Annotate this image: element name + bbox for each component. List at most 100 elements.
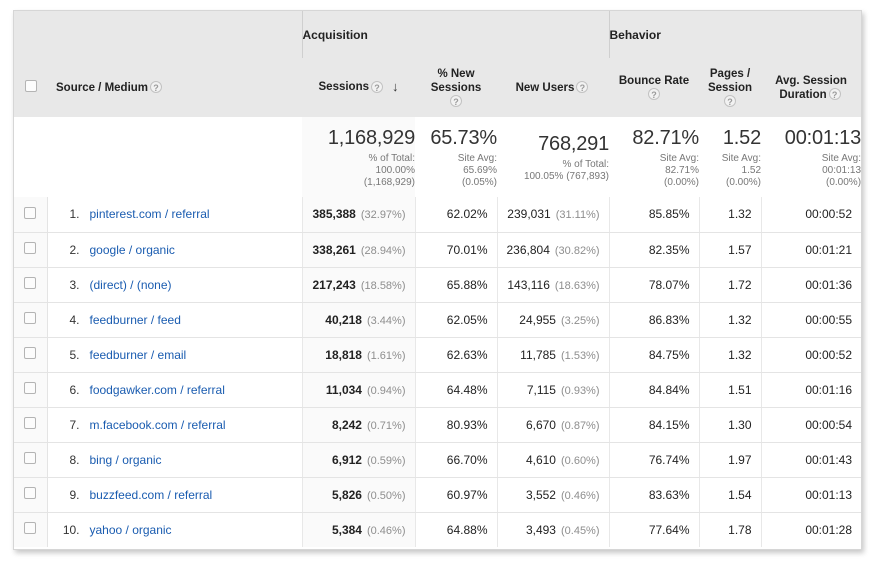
column-header-avg-session-duration[interactable]: Avg. Session Duration?	[761, 58, 861, 117]
new-users-value: 7,115	[526, 382, 556, 397]
summary-sessions: 1,168,929 % of Total: 100.00% (1,168,929…	[302, 117, 415, 197]
sessions-value: 385,388	[312, 207, 356, 222]
row-index: 10.	[62, 522, 80, 537]
sessions-percent: (1.61%)	[366, 349, 406, 362]
row-pages-session-cell: 1.51	[698, 372, 762, 408]
source-medium-link[interactable]: yahoo / organic	[89, 522, 172, 537]
column-label-pct-new-sessions: % New Sessions	[430, 67, 482, 94]
help-icon[interactable]: ?	[724, 95, 737, 108]
sort-descending-icon[interactable]: ↓	[392, 79, 399, 95]
summary-line: % of Total:	[562, 158, 610, 170]
group-header-acquisition: Acquisition	[301, 11, 610, 58]
help-icon[interactable]: ?	[576, 81, 589, 94]
group-label-behavior: Behavior	[609, 27, 661, 42]
sessions-percent: (0.94%)	[366, 384, 406, 397]
row-index: 3.	[69, 277, 80, 292]
row-checkbox[interactable]	[24, 417, 37, 429]
sessions-value: 8,242	[331, 417, 362, 432]
row-checkbox-cell[interactable]	[14, 442, 48, 478]
sessions-value: 40,218	[325, 312, 362, 327]
new-users-percent: (3.25%)	[560, 314, 600, 327]
row-bounce-rate-cell: 84.75%	[608, 337, 700, 373]
source-medium-link[interactable]: foodgawker.com / referral	[89, 382, 225, 397]
row-index: 9.	[69, 487, 80, 502]
pct-new-sessions-value: 62.02%	[446, 207, 488, 222]
sessions-value: 5,384	[331, 522, 362, 537]
summary-duration-sub: Site Avg: 00:01:13 (0.00%)	[761, 153, 861, 189]
source-medium-link[interactable]: buzzfeed.com / referral	[89, 487, 213, 502]
source-medium-link[interactable]: google / organic	[89, 242, 175, 257]
row-pages-session-cell: 1.32	[698, 197, 762, 233]
source-medium-link[interactable]: feedburner / feed	[89, 312, 181, 327]
pages-session-value: 1.54	[728, 487, 752, 502]
pct-new-sessions-value: 64.48%	[446, 382, 488, 397]
source-medium-link[interactable]: feedburner / email	[89, 347, 187, 362]
source-medium-link[interactable]: bing / organic	[89, 452, 162, 467]
select-all-checkbox[interactable]	[24, 79, 37, 92]
row-checkbox[interactable]	[24, 206, 37, 219]
row-sessions-cell: 5,384 (0.46%)	[301, 512, 415, 547]
row-checkbox-cell[interactable]	[14, 302, 48, 338]
pages-session-value: 1.57	[728, 242, 752, 257]
row-bounce-rate-cell: 83.63%	[608, 477, 700, 513]
row-sessions-cell: 40,218 (3.44%)	[301, 302, 415, 338]
row-checkbox-cell[interactable]	[14, 477, 48, 513]
row-checkbox[interactable]	[24, 242, 37, 254]
column-header-new-users[interactable]: New Users?	[497, 58, 610, 117]
column-header-sessions[interactable]: Sessions? ↓	[302, 58, 415, 117]
pct-new-sessions-value: 64.88%	[446, 522, 488, 537]
row-checkbox[interactable]	[24, 487, 37, 499]
row-checkbox-cell[interactable]	[14, 372, 48, 408]
row-checkbox[interactable]	[24, 312, 37, 324]
row-checkbox[interactable]	[24, 522, 37, 535]
row-source-medium-cell: 9. buzzfeed.com / referral	[47, 477, 302, 513]
new-users-percent: (18.63%)	[554, 279, 600, 292]
table-row: 7. m.facebook.com / referral 8,242 (0.71%) 8…	[14, 407, 861, 443]
row-checkbox[interactable]	[24, 382, 37, 394]
sessions-value: 217,243	[312, 277, 356, 292]
new-users-percent: (0.60%)	[560, 454, 600, 467]
column-header-source-medium[interactable]: Source / Medium?	[47, 58, 302, 117]
source-medium-link[interactable]: (direct) / (none)	[89, 277, 172, 292]
row-checkbox-cell[interactable]	[14, 267, 48, 303]
row-checkbox[interactable]	[24, 452, 37, 464]
row-checkbox-cell[interactable]	[14, 407, 48, 443]
row-index: 1.	[69, 207, 80, 222]
sessions-percent: (28.94%)	[360, 244, 406, 257]
row-checkbox-cell[interactable]	[14, 337, 48, 373]
bounce-rate-value: 78.07%	[648, 277, 690, 292]
summary-line: 100.05% (767,893)	[523, 170, 610, 182]
source-medium-table: Acquisition Behavior Source / Medium?	[14, 11, 861, 547]
help-icon[interactable]: ?	[450, 95, 462, 108]
pages-session-value: 1.32	[728, 312, 752, 327]
row-new-users-cell: 236,804 (30.82%)	[496, 232, 610, 268]
row-new-users-cell: 143,116 (18.63%)	[496, 267, 610, 303]
row-avg-session-duration-cell: 00:00:52	[760, 337, 861, 373]
bounce-rate-value: 84.75%	[648, 347, 690, 362]
column-header-pages-session[interactable]: Pages / Session?	[699, 58, 762, 117]
help-icon[interactable]: ?	[371, 81, 383, 94]
source-medium-link[interactable]: m.facebook.com / referral	[89, 417, 226, 432]
row-pct-new-sessions-cell: 60.97%	[414, 477, 497, 513]
pct-new-sessions-value: 62.05%	[446, 312, 488, 327]
row-checkbox-cell[interactable]	[14, 232, 48, 268]
help-icon[interactable]: ?	[648, 88, 661, 101]
row-checkbox-cell[interactable]	[14, 512, 48, 547]
help-icon[interactable]: ?	[828, 88, 841, 101]
summary-line: (1,168,929)	[363, 176, 415, 188]
row-sessions-cell: 8,242 (0.71%)	[301, 407, 415, 443]
column-header-bounce-rate[interactable]: Bounce Rate?	[609, 58, 700, 117]
help-icon[interactable]: ?	[150, 81, 163, 94]
row-pct-new-sessions-cell: 66.70%	[414, 442, 497, 478]
source-medium-link[interactable]: pinterest.com / referral	[89, 207, 210, 222]
row-pages-session-cell: 1.32	[698, 337, 762, 373]
column-header-pct-new-sessions[interactable]: % New Sessions?	[415, 58, 497, 117]
row-checkbox-cell[interactable]	[14, 197, 48, 233]
row-checkbox[interactable]	[24, 277, 37, 289]
row-checkbox[interactable]	[24, 347, 37, 359]
new-users-percent: (30.82%)	[554, 244, 600, 257]
row-source-medium-cell: 5. feedburner / email	[47, 337, 302, 373]
avg-session-duration-value: 00:00:52	[805, 347, 853, 362]
bounce-rate-value: 86.83%	[648, 312, 690, 327]
